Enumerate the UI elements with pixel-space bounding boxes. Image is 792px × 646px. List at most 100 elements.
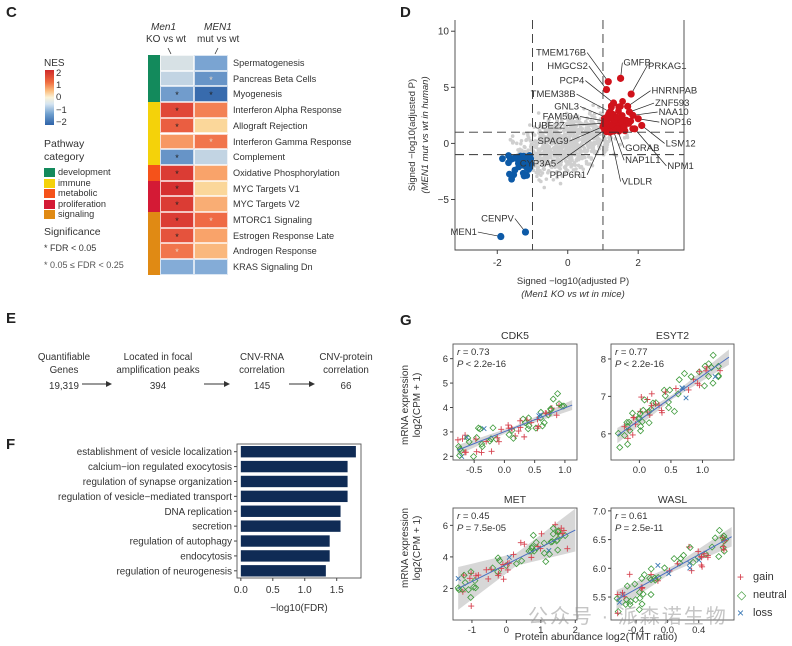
watermark: 公众号 · 派森诺生物: [528, 606, 728, 628]
neutral-point: [700, 382, 709, 390]
regression-line: [616, 536, 732, 601]
gain-point: [461, 449, 468, 456]
gene-label: TMEM38B: [531, 89, 576, 100]
heatmap-cell: [160, 55, 194, 71]
background-point: [546, 117, 551, 122]
loss-symbol-icon: ×: [737, 606, 745, 620]
background-point: [552, 122, 557, 127]
background-point: [570, 148, 575, 153]
neutral-point: [709, 351, 717, 359]
background-point: [542, 155, 546, 159]
background-point: [536, 111, 541, 115]
gene-label: PRKAG1: [648, 61, 687, 72]
gain-point: [495, 572, 502, 579]
y-tick-label: 2: [443, 584, 448, 595]
gain-point: [619, 589, 626, 596]
gain-point: [495, 438, 502, 445]
leader-line: [641, 125, 665, 144]
significance-star: *: [175, 153, 179, 164]
background-point: [514, 141, 519, 146]
category-bar: [148, 55, 160, 72]
volcano-ylabel-sub: (MEN1 mut vs wt in human): [420, 76, 431, 193]
background-point: [516, 148, 520, 152]
flow-arrow: [82, 381, 112, 387]
gene-label: HNRNPAB: [652, 86, 698, 97]
neutral-point: [460, 571, 468, 579]
col-header-men1: Men1: [151, 22, 177, 33]
category-swatch: [44, 168, 55, 177]
gain-point: [485, 575, 492, 582]
neutral-point: [542, 557, 550, 566]
background-point: [589, 157, 594, 161]
background-point: [520, 148, 524, 153]
background-point: [548, 164, 553, 168]
g-ylabel-bottom-2: log2(CPM + 1): [412, 516, 423, 581]
scatter-met: MET r = 0.45P = 7.5e-05 -1 0 1 2 2 4 6: [443, 494, 578, 636]
background-point: [587, 122, 592, 127]
category-bar: [148, 149, 160, 166]
down-point: [523, 158, 531, 166]
background-point: [557, 145, 562, 149]
background-point: [540, 125, 545, 130]
x-tick-label: 0.0: [234, 585, 248, 596]
x-tick-label: -0.4: [628, 625, 644, 636]
pathway-label: Pancreas Beta Cells: [233, 73, 317, 84]
category-bar: [148, 86, 160, 103]
background-point: [581, 136, 586, 140]
y-tick-label: 4: [443, 403, 448, 414]
background-point: [538, 169, 542, 173]
neutral-point: [540, 549, 548, 557]
heatmap-cell: *: [160, 86, 194, 103]
leader-line: [585, 80, 614, 104]
neutral-point: [549, 530, 557, 538]
background-point: [558, 126, 562, 131]
heatmap: Spermatogenesis * Pancreas Beta Cells * * Myo…: [148, 55, 351, 276]
neutral-point: [631, 580, 639, 588]
background-point: [572, 161, 577, 165]
background-point: [546, 131, 551, 136]
gain-point: [488, 566, 495, 573]
sig-light-label: * 0.05 ≤ FDR < 0.25: [44, 260, 124, 270]
labeled-point: [609, 99, 618, 107]
g-xlabel: Protein abundance log2(TMT ratio): [515, 631, 678, 643]
category-label: signaling: [58, 209, 95, 219]
leader-line: [477, 231, 501, 237]
gain-point: [658, 409, 665, 416]
flow-step-count: 394: [149, 381, 167, 392]
labeled-point: [606, 108, 614, 116]
background-point: [536, 157, 540, 161]
heatmap-cell: [160, 70, 194, 87]
category-bar: [148, 117, 160, 134]
gain-point: [564, 545, 571, 552]
neutral-point: [628, 409, 637, 417]
background-point: [542, 162, 546, 166]
neutral-point: [647, 590, 655, 599]
background-point: [575, 131, 580, 136]
background-point: [596, 140, 601, 144]
background-point: [528, 123, 532, 127]
gain-point: [517, 539, 524, 546]
neutral-point: [473, 434, 481, 442]
down-point: [526, 164, 534, 172]
volcano-ylabel: Signed −log10(adjusted P): [407, 79, 418, 191]
background-point: [551, 146, 556, 150]
neutral-point: [554, 528, 562, 536]
neutral-point: [679, 551, 688, 559]
background-point: [603, 142, 607, 147]
neutral-point: [638, 600, 646, 608]
background-point: [540, 136, 544, 141]
gain-point: [629, 431, 636, 438]
background-point: [551, 177, 556, 182]
gain-point: [553, 412, 560, 419]
y-tick-label: −5: [438, 195, 450, 206]
neutral-point: [494, 568, 502, 576]
background-point: [535, 160, 539, 165]
gene-label: CENPV: [481, 214, 514, 225]
neutral-point: [478, 440, 486, 448]
gain-point: [515, 428, 522, 435]
heatmap-cell: *: [160, 117, 194, 134]
category-swatch: [44, 210, 55, 219]
neutral-point: [554, 390, 562, 398]
neutral-point: [636, 410, 644, 418]
heatmap-cell: *: [160, 227, 194, 244]
